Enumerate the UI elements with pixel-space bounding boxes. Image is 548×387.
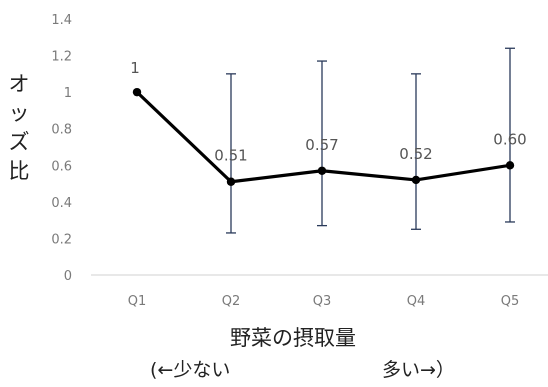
y-axis-label-char: ズ — [8, 130, 30, 154]
error-bar — [505, 47, 515, 223]
y-tick-label: 0 — [64, 269, 72, 284]
y-tick-label: 1 — [64, 86, 72, 101]
y-tick-label: 0.4 — [51, 196, 72, 211]
x-axis-subtitle-left: (←少ない — [150, 359, 231, 381]
x-tick-label: Q1 — [128, 294, 147, 309]
y-axis-ticks: 0 0.2 0.4 0.6 0.8 1 1.2 1.4 — [51, 13, 72, 284]
x-tick-label: Q3 — [313, 294, 332, 309]
data-points — [132, 87, 515, 186]
y-tick-label: 0.6 — [51, 159, 72, 174]
x-tick-label: Q4 — [407, 294, 426, 309]
y-axis-label-char: オ — [8, 72, 30, 96]
x-axis-ticks: Q1 Q2 Q3 Q4 Q5 — [128, 294, 520, 309]
x-axis-subtitle-right: 多い→） — [382, 359, 455, 381]
error-bar — [226, 73, 236, 234]
error-bars — [226, 47, 515, 234]
data-label: 0.60 — [493, 130, 526, 148]
y-tick-label: 0.2 — [51, 232, 72, 247]
data-label: 0.51 — [214, 147, 247, 165]
data-label: 0.52 — [399, 145, 432, 163]
data-point — [226, 177, 236, 186]
data-label: 0.57 — [305, 136, 338, 154]
data-point — [411, 175, 421, 185]
error-bar — [411, 73, 421, 230]
data-point — [317, 166, 327, 175]
x-tick-label: Q5 — [501, 294, 520, 309]
y-axis-label: オ ッ ズ 比 — [6, 70, 32, 186]
x-tick-label: Q2 — [222, 294, 241, 309]
data-labels: 1 0.51 0.57 0.52 0.60 — [130, 59, 526, 165]
x-axis-title: 野菜の摂取量 — [230, 326, 356, 350]
y-axis-label-char: 比 — [8, 159, 30, 183]
y-tick-label: 1.2 — [51, 50, 72, 65]
y-axis-label-char: ッ — [8, 101, 30, 125]
y-tick-label: 0.8 — [51, 123, 72, 138]
data-point — [132, 87, 142, 97]
y-tick-label: 1.4 — [51, 13, 72, 28]
error-bar — [317, 60, 327, 227]
data-label: 1 — [130, 59, 140, 77]
data-point — [505, 161, 515, 170]
